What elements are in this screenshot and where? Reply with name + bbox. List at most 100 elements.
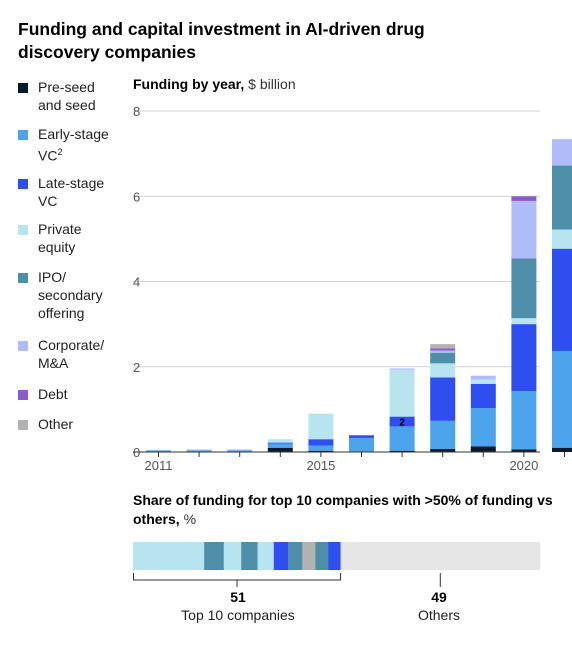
- footnote-marker: 2: [399, 418, 405, 429]
- bar-segment: [430, 363, 456, 378]
- bar-segment: [511, 449, 537, 452]
- legend-text: secondary: [38, 287, 103, 303]
- page-title: Funding and capital investment in AI-dri…: [18, 19, 425, 62]
- bar-segment: [308, 450, 334, 452]
- legend-text: Debt: [38, 386, 68, 402]
- legend-swatch-preseed: [18, 83, 28, 93]
- bar-segment: [308, 445, 334, 451]
- share-segment: [288, 542, 303, 570]
- bar-segment: [349, 437, 374, 452]
- share-segment: [223, 542, 242, 570]
- bar-segment: [470, 408, 496, 447]
- others-value: 49: [431, 589, 447, 605]
- share-segment: [340, 542, 541, 570]
- legend-text: VC: [38, 147, 58, 164]
- funding-by-year-chart: 024682011201520202: [133, 104, 572, 473]
- bar-segment: [552, 139, 572, 166]
- bar-segment: [470, 379, 496, 384]
- bar-segment: [389, 368, 415, 370]
- share-segment: [204, 542, 225, 570]
- legend-swatch-corp: [18, 341, 28, 351]
- bar-segment: [227, 449, 253, 451]
- legend-text: VC: [38, 193, 58, 209]
- y-tick-label: 6: [133, 189, 140, 204]
- bar-segment: [267, 442, 293, 444]
- bar-segment: [389, 416, 415, 427]
- legend-text: IPO/: [38, 269, 67, 285]
- bar-segment: [511, 324, 537, 392]
- legend-text: offering: [38, 305, 85, 321]
- bar-segment: [430, 377, 456, 421]
- bar-segment: [552, 229, 572, 249]
- share-segment: [315, 542, 329, 570]
- bar-segment: [389, 426, 415, 451]
- x-tick-label: 2020: [509, 458, 538, 473]
- bar-segment: [552, 447, 572, 452]
- bar-segment: [552, 350, 572, 448]
- top10-bracket: [133, 573, 342, 581]
- bar-segment: [267, 447, 293, 452]
- legend-label-late: Late-stage VC: [38, 174, 133, 210]
- chart-title: Funding by year, $ billion: [133, 76, 296, 92]
- bar-segment: [146, 450, 171, 452]
- top10-label: Top 10 companies: [181, 607, 295, 623]
- y-tick-label: 4: [133, 275, 140, 290]
- legend-label-early: Early-stage VC2: [38, 125, 133, 165]
- chart-title-main: Funding by year,: [133, 76, 245, 92]
- share-segment: [302, 542, 316, 570]
- chart-title-unit: $ billion: [244, 76, 296, 92]
- bar-segment: [470, 446, 496, 452]
- legend-swatch-other: [18, 420, 28, 430]
- bar-segment: [389, 369, 415, 417]
- bar-segment: [511, 391, 537, 450]
- bar-segment: [430, 350, 456, 353]
- legend-text: M&A: [38, 355, 69, 371]
- bar-segment: [186, 449, 212, 451]
- bar-segment: [349, 434, 374, 436]
- bar-segment: [430, 348, 456, 351]
- bar-segment: [389, 450, 415, 452]
- bar-segment: [430, 420, 456, 450]
- share-title-unit: %: [179, 511, 197, 527]
- share-title: Share of funding for top 10 companies wi…: [133, 491, 553, 529]
- bar-segment: [470, 375, 496, 380]
- bar-segment: [186, 450, 212, 452]
- legend-swatch-early: [18, 130, 28, 140]
- legend-label-ipo: IPO/secondary offering: [38, 268, 133, 322]
- bar-segment: [349, 435, 374, 438]
- legend-text: equity: [38, 239, 76, 255]
- legend-text: Pre-seed: [38, 79, 95, 95]
- bar-segment: [511, 200, 537, 259]
- share-segment: [133, 542, 205, 570]
- share-segment: [328, 542, 341, 570]
- legend-text: Other: [38, 416, 74, 432]
- legend-text: Corporate/: [38, 337, 105, 353]
- y-tick-label: 8: [133, 104, 140, 119]
- share-segment: [273, 542, 289, 570]
- legend-label-other: Other: [38, 415, 133, 433]
- share-segment: [257, 542, 275, 570]
- bar-segment: [552, 248, 572, 351]
- y-tick-label: 2: [133, 360, 140, 375]
- share-segment: [241, 542, 258, 570]
- bar-segment: [267, 443, 293, 448]
- bar-segment: [511, 258, 537, 319]
- bar-segment: [308, 439, 334, 446]
- legend-label-debt: Debt: [38, 385, 133, 403]
- legend-footnote: 2: [57, 147, 63, 157]
- legend-swatch-pe: [18, 225, 28, 235]
- bar-segment: [267, 439, 293, 443]
- bar-segment: [511, 196, 537, 201]
- bar-segment: [430, 449, 456, 452]
- legend-text: Late-stage: [38, 175, 105, 191]
- bar-segment: [552, 165, 572, 230]
- bar-segment: [227, 450, 253, 452]
- legend-label-pe: Private equity: [38, 220, 133, 256]
- bar-segment: [308, 413, 334, 440]
- others-label: Others: [417, 607, 460, 623]
- bar-segment: [430, 352, 456, 364]
- legend-text: and seed: [38, 97, 96, 113]
- legend-swatch-ipo: [18, 273, 28, 283]
- bar-segment: [511, 318, 537, 325]
- legend-swatch-debt: [18, 390, 28, 400]
